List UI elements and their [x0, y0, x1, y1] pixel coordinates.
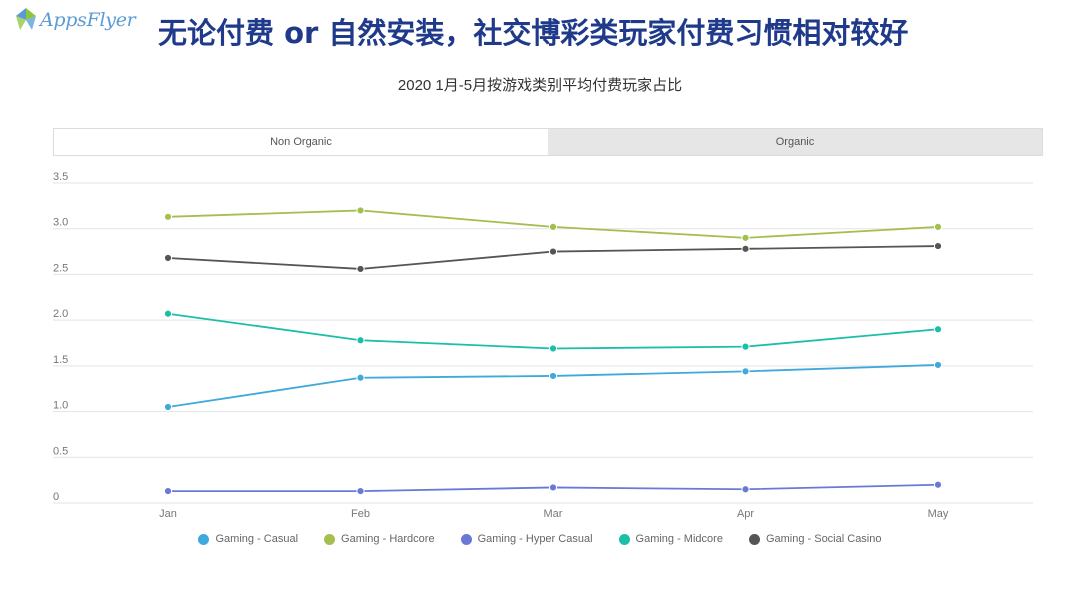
data-point — [163, 253, 173, 263]
legend-swatch — [618, 533, 630, 545]
y-tick-label: 2.0 — [53, 308, 68, 320]
y-tick-label: 2.5 — [53, 262, 68, 274]
x-tick-label: Feb — [351, 508, 370, 520]
x-tick-label: Jan — [159, 508, 177, 520]
y-tick-label: 0 — [53, 491, 59, 503]
data-point — [163, 402, 173, 412]
data-point — [356, 373, 365, 382]
data-point — [741, 367, 750, 376]
chart-legend: Gaming - Casual Gaming - Hardcore Gaming… — [0, 533, 1080, 545]
data-point — [356, 336, 365, 345]
data-point — [933, 360, 943, 370]
y-tick-label: 1.0 — [53, 400, 68, 412]
appsflyer-logo: AppsFlyer — [14, 4, 144, 36]
data-point — [548, 247, 558, 256]
legend-label: Gaming - Social Casino — [765, 533, 882, 545]
series-line — [167, 312, 939, 350]
legend-item-social-casino[interactable]: Gaming - Social Casino — [748, 533, 882, 545]
data-point — [356, 487, 365, 496]
data-point — [741, 342, 750, 351]
tab-organic[interactable]: Organic — [548, 129, 1042, 155]
chart-title: 2020 1月-5月按游戏类别平均付费玩家占比 — [397, 77, 683, 94]
tab-non-organic[interactable]: Non Organic — [54, 129, 548, 155]
series-line — [167, 364, 939, 408]
tab-bar: Non Organic Organic — [53, 128, 1043, 156]
data-point — [548, 371, 558, 381]
data-point — [163, 212, 173, 221]
data-point — [741, 485, 750, 494]
legend-label: Gaming - Midcore — [635, 533, 723, 545]
y-tick-label: 3.5 — [53, 171, 68, 183]
x-tick-label: May — [928, 508, 949, 520]
legend-item-hardcore[interactable]: Gaming - Hardcore — [324, 533, 435, 545]
x-tick-label: Mar — [544, 508, 563, 520]
y-tick-label: 3.0 — [53, 217, 68, 229]
appsflyer-logo-icon — [16, 8, 36, 30]
legend-swatch — [198, 533, 210, 545]
y-tick-label: 0.5 — [53, 445, 68, 457]
data-point — [163, 487, 173, 496]
legend-swatch — [460, 533, 472, 545]
legend-label: Gaming - Hardcore — [341, 533, 435, 545]
data-point — [933, 241, 943, 251]
legend-label: Gaming - Casual — [215, 533, 299, 545]
legend-item-midcore[interactable]: Gaming - Midcore — [618, 533, 723, 545]
data-point — [933, 480, 943, 489]
data-point — [548, 483, 558, 492]
y-tick-label: 1.5 — [53, 354, 68, 366]
data-point — [548, 222, 558, 231]
data-point — [356, 264, 365, 274]
page-title: 无论付费 or 自然安装，社交博彩类玩家付费习惯相对较好 — [158, 16, 909, 50]
data-point — [356, 206, 365, 215]
logo-text: AppsFlyer — [40, 9, 136, 31]
data-point — [933, 222, 943, 231]
legend-item-hyper-casual[interactable]: Gaming - Hyper Casual — [460, 533, 593, 545]
x-tick-label: Apr — [737, 508, 754, 520]
legend-label: Gaming - Hyper Casual — [477, 533, 593, 545]
data-point — [933, 325, 943, 334]
data-point — [741, 233, 750, 242]
legend-item-casual[interactable]: Gaming - Casual — [198, 533, 298, 545]
legend-swatch — [748, 533, 760, 545]
data-point — [163, 309, 173, 318]
data-point — [548, 344, 558, 353]
legend-swatch — [324, 533, 336, 545]
data-point — [741, 244, 750, 253]
